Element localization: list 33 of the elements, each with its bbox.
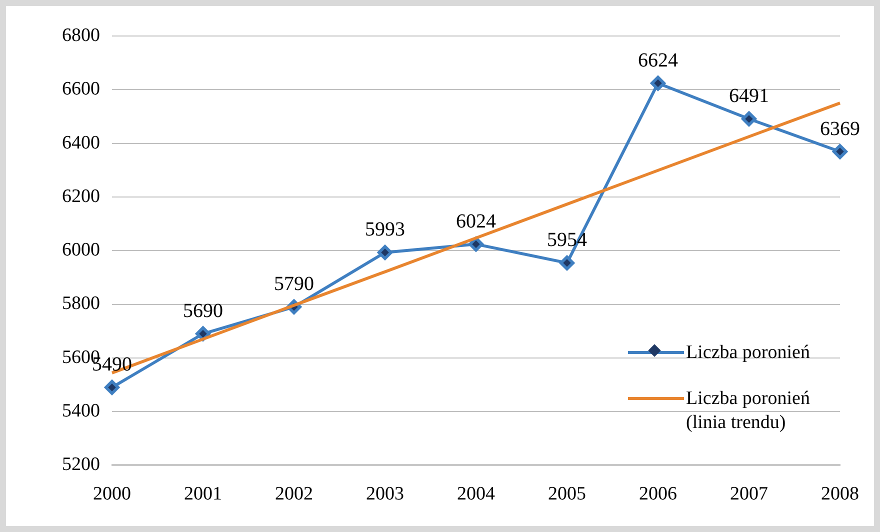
data-label: 6491 [729,85,769,108]
data-label: 6369 [820,118,860,140]
legend-label: Liczba poronień [686,341,810,366]
x-tick-label: 2004 [457,484,496,505]
x-tick-label: 2001 [184,484,222,505]
point [468,236,484,252]
point [650,76,666,91]
x-tick-label: 2005 [548,484,586,505]
legend-label: Liczba poronień (linia trendu) [686,387,811,436]
y-tick-label: 6600 [62,78,100,100]
y-tick-label: 5200 [62,454,100,476]
y-tick-label: 6200 [62,186,100,207]
y-tick-label: 6400 [62,132,100,154]
x-tick-label: 2000 [93,484,131,505]
y-tick-label: 5800 [62,293,100,314]
x-tick-label: 2008 [821,484,859,505]
data-label: 5790 [274,273,314,296]
point [104,380,120,395]
point [832,144,848,160]
y-tick-label: 6800 [62,24,100,46]
y-tick-label: 6000 [62,240,100,261]
x-tick-label: 2006 [639,484,677,505]
data-label: 5690 [183,300,223,322]
point [560,255,574,270]
data-label: 6624 [638,49,678,72]
data-label: 5993 [365,218,405,241]
point [742,111,756,126]
x-tick-label: 2007 [730,484,768,505]
y-tick-label: 5400 [62,400,100,422]
x-tick-label: 2003 [366,484,404,505]
point [378,244,392,260]
data-label: 6024 [456,210,496,232]
x-tick-label: 2002 [275,484,313,505]
